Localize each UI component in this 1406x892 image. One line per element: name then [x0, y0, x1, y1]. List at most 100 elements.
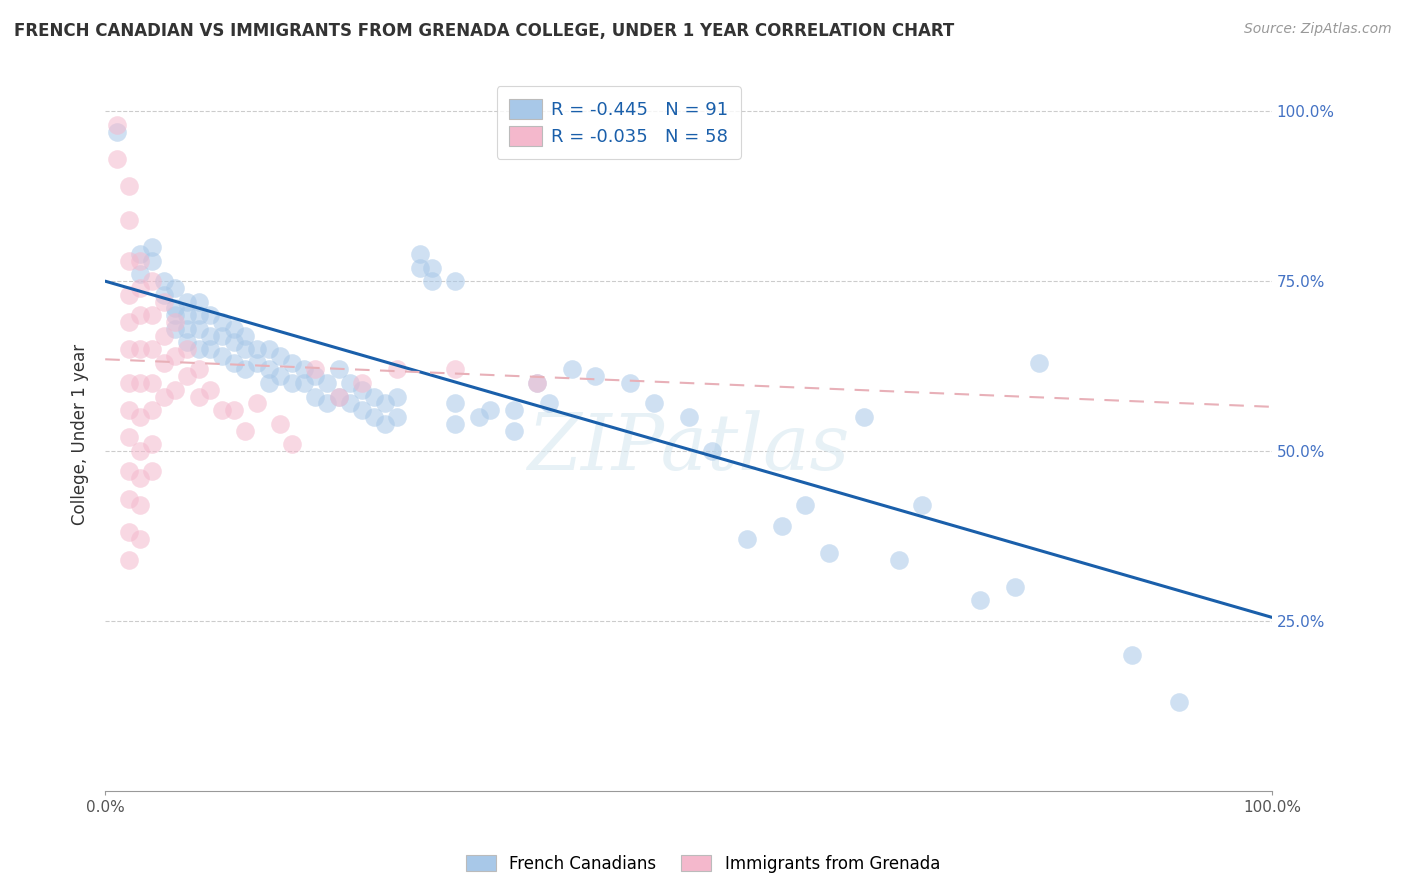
Point [200, 308, 222, 322]
Point [304, 390, 326, 404]
Point [328, 390, 350, 404]
Point [152, 390, 174, 404]
Point [211, 328, 233, 343]
Point [187, 294, 209, 309]
Point [152, 294, 174, 309]
Point [444, 417, 467, 431]
Point [200, 328, 222, 343]
Point [770, 518, 793, 533]
Point [643, 396, 665, 410]
Point [176, 308, 198, 322]
Point [385, 390, 408, 404]
Point [129, 268, 152, 282]
Point [117, 430, 139, 444]
Point [1028, 356, 1050, 370]
Point [152, 274, 174, 288]
Point [385, 409, 408, 424]
Point [117, 376, 139, 390]
Point [211, 349, 233, 363]
Point [374, 396, 396, 410]
Point [152, 328, 174, 343]
Point [444, 396, 467, 410]
Point [537, 396, 560, 410]
Point [187, 362, 209, 376]
Point [304, 369, 326, 384]
Point [246, 342, 269, 356]
Point [911, 498, 934, 512]
Point [1121, 648, 1143, 662]
Point [328, 362, 350, 376]
Point [887, 552, 910, 566]
Point [176, 335, 198, 350]
Point [165, 301, 187, 316]
Point [129, 253, 152, 268]
Point [176, 342, 198, 356]
Point [1167, 695, 1189, 709]
Point [409, 247, 432, 261]
Text: Source: ZipAtlas.com: Source: ZipAtlas.com [1244, 22, 1392, 37]
Point [444, 274, 467, 288]
Point [211, 315, 233, 329]
Point [420, 260, 443, 275]
Point [281, 376, 304, 390]
Point [141, 464, 163, 478]
Point [129, 281, 152, 295]
Point [117, 253, 139, 268]
Point [200, 383, 222, 397]
Point [129, 342, 152, 356]
Point [187, 308, 209, 322]
Point [117, 464, 139, 478]
Point [409, 260, 432, 275]
Point [187, 342, 209, 356]
Point [467, 409, 489, 424]
Point [117, 491, 139, 506]
Point [233, 362, 256, 376]
Point [246, 356, 269, 370]
Point [292, 376, 315, 390]
Y-axis label: College, Under 1 year: College, Under 1 year [72, 343, 89, 524]
Point [328, 390, 350, 404]
Point [176, 322, 198, 336]
Point [129, 376, 152, 390]
Point [583, 369, 606, 384]
Point [117, 525, 139, 540]
Point [165, 383, 187, 397]
Point [141, 403, 163, 417]
Point [281, 356, 304, 370]
Point [117, 403, 139, 417]
Point [1004, 580, 1026, 594]
Point [141, 376, 163, 390]
Point [222, 403, 245, 417]
Point [269, 349, 291, 363]
Point [350, 376, 373, 390]
Point [304, 362, 326, 376]
Point [257, 342, 280, 356]
Point [105, 152, 128, 166]
Point [152, 356, 174, 370]
Point [222, 356, 245, 370]
Point [117, 315, 139, 329]
Point [817, 546, 839, 560]
Point [141, 253, 163, 268]
Point [129, 498, 152, 512]
Legend: French Canadians, Immigrants from Grenada: French Canadians, Immigrants from Grenad… [460, 848, 946, 880]
Point [339, 396, 361, 410]
Point [117, 552, 139, 566]
Point [117, 287, 139, 301]
Point [141, 437, 163, 451]
Point [129, 409, 152, 424]
Point [222, 322, 245, 336]
Point [246, 396, 269, 410]
Point [678, 409, 700, 424]
Point [479, 403, 502, 417]
Point [257, 362, 280, 376]
Point [269, 417, 291, 431]
Point [165, 349, 187, 363]
Point [141, 308, 163, 322]
Point [165, 281, 187, 295]
Point [257, 376, 280, 390]
Point [374, 417, 396, 431]
Point [222, 335, 245, 350]
Point [315, 396, 337, 410]
Point [233, 342, 256, 356]
